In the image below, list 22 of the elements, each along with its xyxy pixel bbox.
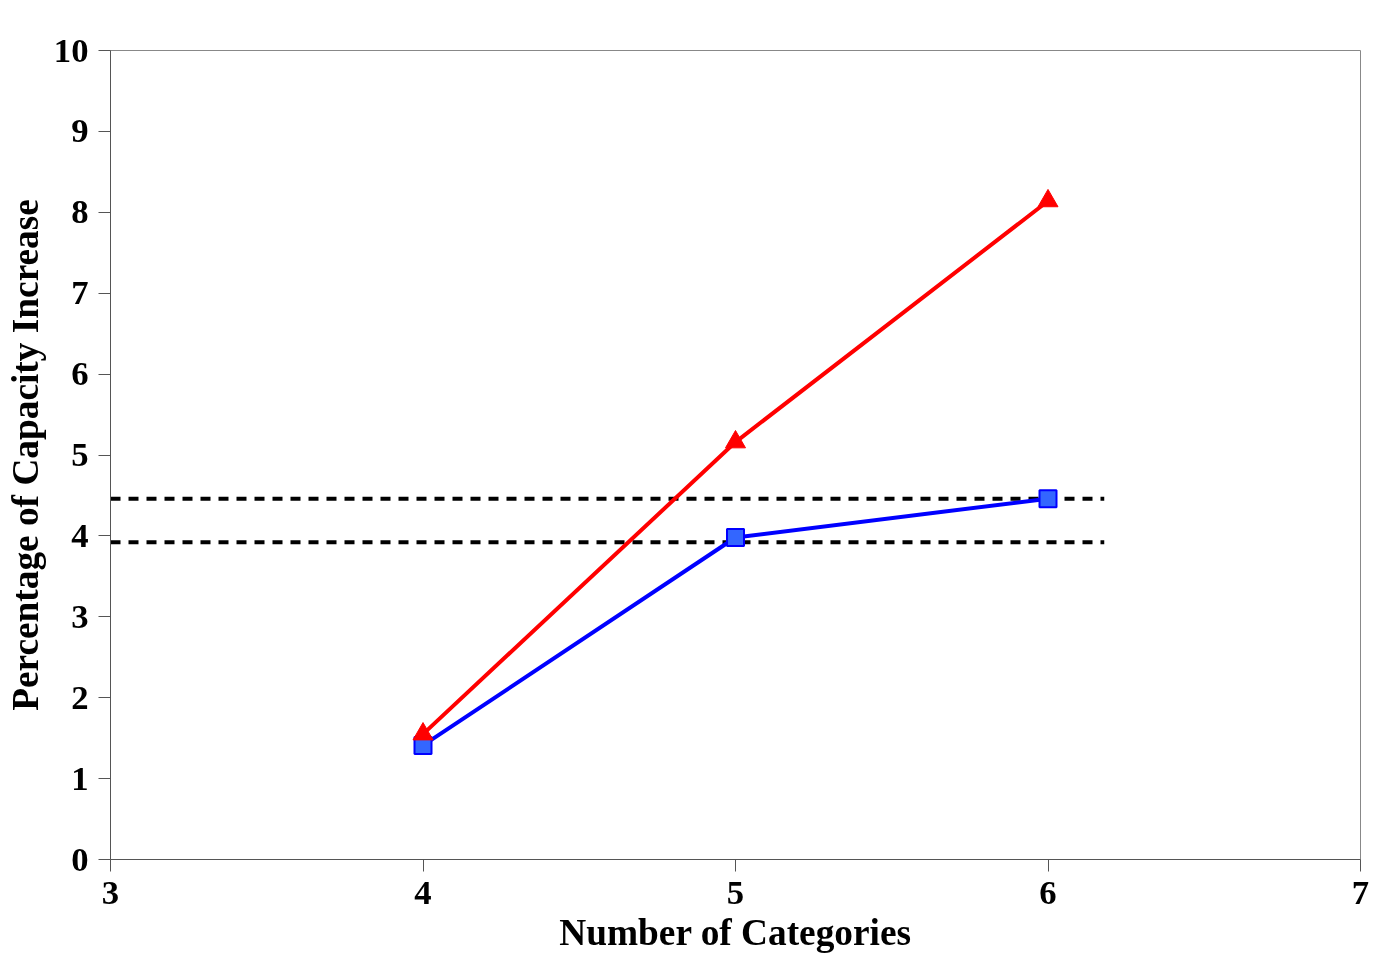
x-tick-label: 3 bbox=[101, 872, 120, 911]
x-tick-label: 7 bbox=[1351, 872, 1370, 911]
y-axis-title: Percentage of Capacity Increase bbox=[4, 199, 46, 711]
x-tick-label: 6 bbox=[1039, 872, 1057, 911]
y-tick-label: 9 bbox=[71, 111, 89, 150]
y-tick-label: 0 bbox=[71, 839, 89, 878]
y-tick-label: 8 bbox=[71, 192, 89, 231]
y-tick-label: 2 bbox=[71, 677, 89, 716]
point bbox=[1037, 188, 1059, 208]
x-tick-label: 4 bbox=[414, 872, 432, 911]
point bbox=[1038, 489, 1058, 509]
y-tick-label: 4 bbox=[71, 515, 89, 554]
y-tick-label: 3 bbox=[71, 596, 89, 635]
point bbox=[726, 528, 745, 548]
point bbox=[725, 430, 746, 449]
y-tick-label: 10 bbox=[53, 30, 89, 69]
y-tick-label: 5 bbox=[71, 435, 89, 473]
y-tick-label: 1 bbox=[71, 758, 89, 797]
y-tick-label: 6 bbox=[71, 354, 89, 393]
x-tick-label: 5 bbox=[726, 872, 745, 911]
y-tick-label: 7 bbox=[71, 273, 89, 312]
x-axis-title: Number of Categories bbox=[559, 911, 912, 953]
